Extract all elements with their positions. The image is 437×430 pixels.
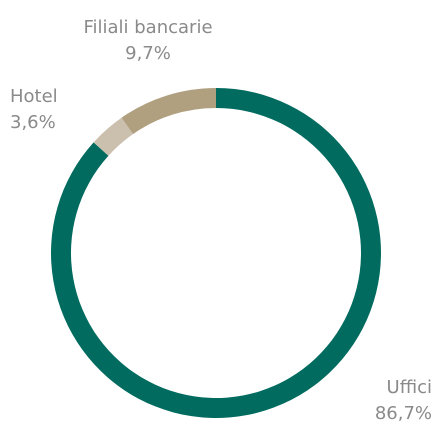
segment-label: Hotel [10,86,58,107]
segment-value-label: 86,7% [375,403,432,424]
segment-label: Filiali bancarie [83,17,212,38]
segment-label: Uffici [387,377,432,398]
donut-segment [93,117,133,156]
segment-value-label: 9,7% [125,43,171,64]
donut-segment [121,88,216,135]
segment-value-label: 3,6% [10,112,56,133]
